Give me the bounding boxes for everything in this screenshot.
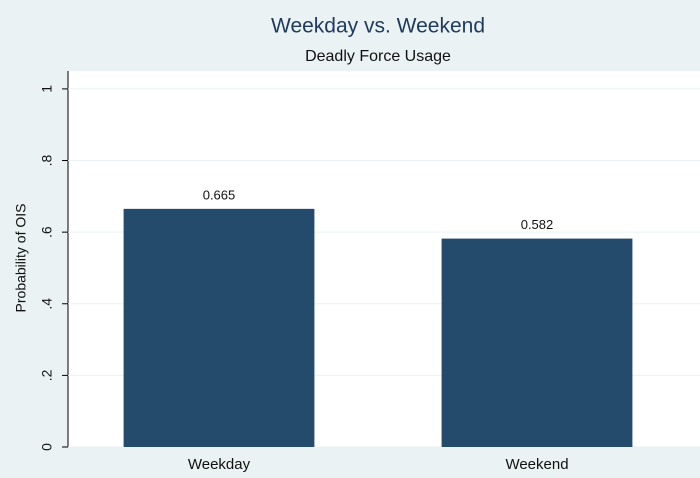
y-tick-label: 1 bbox=[39, 85, 55, 93]
bar bbox=[123, 208, 315, 447]
y-tick-label: .8 bbox=[39, 154, 55, 166]
y-tick-label: .6 bbox=[39, 226, 55, 238]
y-tick-label: .2 bbox=[39, 369, 55, 381]
y-tick-label: 0 bbox=[39, 443, 55, 451]
data-label: 0.582 bbox=[521, 217, 554, 232]
x-tick-label: Weekday bbox=[188, 456, 251, 473]
data-label: 0.665 bbox=[203, 187, 236, 202]
chart-title: Weekday vs. Weekend bbox=[271, 15, 485, 38]
chart-subtitle: Deadly Force Usage bbox=[305, 48, 451, 65]
bar bbox=[441, 238, 633, 447]
y-tick-label: .4 bbox=[39, 298, 55, 310]
x-tick-label: Weekend bbox=[505, 456, 568, 473]
y-axis-label: Probability of OIS bbox=[13, 204, 29, 313]
